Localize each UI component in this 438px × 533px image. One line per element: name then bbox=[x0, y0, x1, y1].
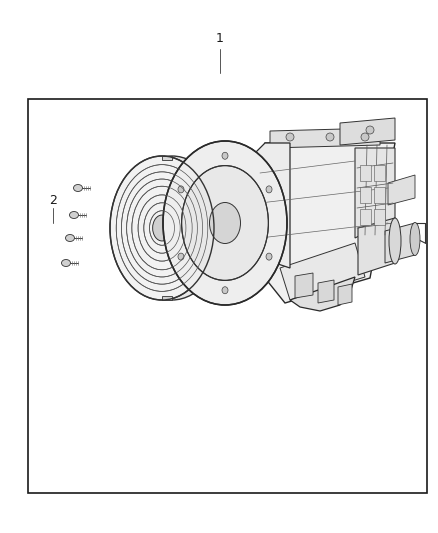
Ellipse shape bbox=[222, 152, 228, 159]
Bar bbox=[374, 187, 385, 203]
Polygon shape bbox=[212, 208, 222, 248]
Polygon shape bbox=[340, 118, 395, 145]
Ellipse shape bbox=[152, 215, 171, 241]
Polygon shape bbox=[162, 156, 172, 159]
Polygon shape bbox=[270, 128, 380, 148]
Polygon shape bbox=[358, 218, 395, 275]
Bar bbox=[374, 165, 385, 181]
Polygon shape bbox=[245, 143, 395, 303]
Polygon shape bbox=[318, 280, 334, 303]
Polygon shape bbox=[385, 223, 415, 263]
Ellipse shape bbox=[163, 141, 287, 305]
Ellipse shape bbox=[389, 218, 401, 264]
Ellipse shape bbox=[266, 186, 272, 193]
Polygon shape bbox=[245, 143, 290, 268]
Text: 1: 1 bbox=[216, 32, 224, 45]
Polygon shape bbox=[280, 243, 365, 300]
Ellipse shape bbox=[209, 203, 240, 244]
Ellipse shape bbox=[70, 212, 78, 219]
Polygon shape bbox=[338, 284, 352, 305]
Ellipse shape bbox=[182, 166, 268, 280]
Polygon shape bbox=[290, 277, 355, 311]
Ellipse shape bbox=[326, 133, 334, 141]
Ellipse shape bbox=[286, 133, 294, 141]
Polygon shape bbox=[388, 175, 415, 205]
Ellipse shape bbox=[178, 186, 184, 193]
Polygon shape bbox=[295, 273, 313, 298]
Ellipse shape bbox=[74, 184, 82, 191]
Ellipse shape bbox=[361, 133, 369, 141]
Ellipse shape bbox=[222, 287, 228, 294]
Ellipse shape bbox=[61, 260, 71, 266]
Ellipse shape bbox=[266, 253, 272, 260]
Bar bbox=[28, 99, 427, 493]
Polygon shape bbox=[355, 148, 395, 238]
Ellipse shape bbox=[120, 156, 224, 300]
Polygon shape bbox=[162, 296, 172, 300]
Bar bbox=[374, 209, 385, 225]
Bar bbox=[360, 165, 371, 181]
Ellipse shape bbox=[410, 222, 420, 255]
Text: 2: 2 bbox=[49, 193, 57, 206]
Bar bbox=[360, 209, 371, 225]
Ellipse shape bbox=[66, 235, 74, 241]
Ellipse shape bbox=[366, 126, 374, 134]
Ellipse shape bbox=[110, 156, 214, 300]
Ellipse shape bbox=[178, 253, 184, 260]
Bar bbox=[360, 187, 371, 203]
